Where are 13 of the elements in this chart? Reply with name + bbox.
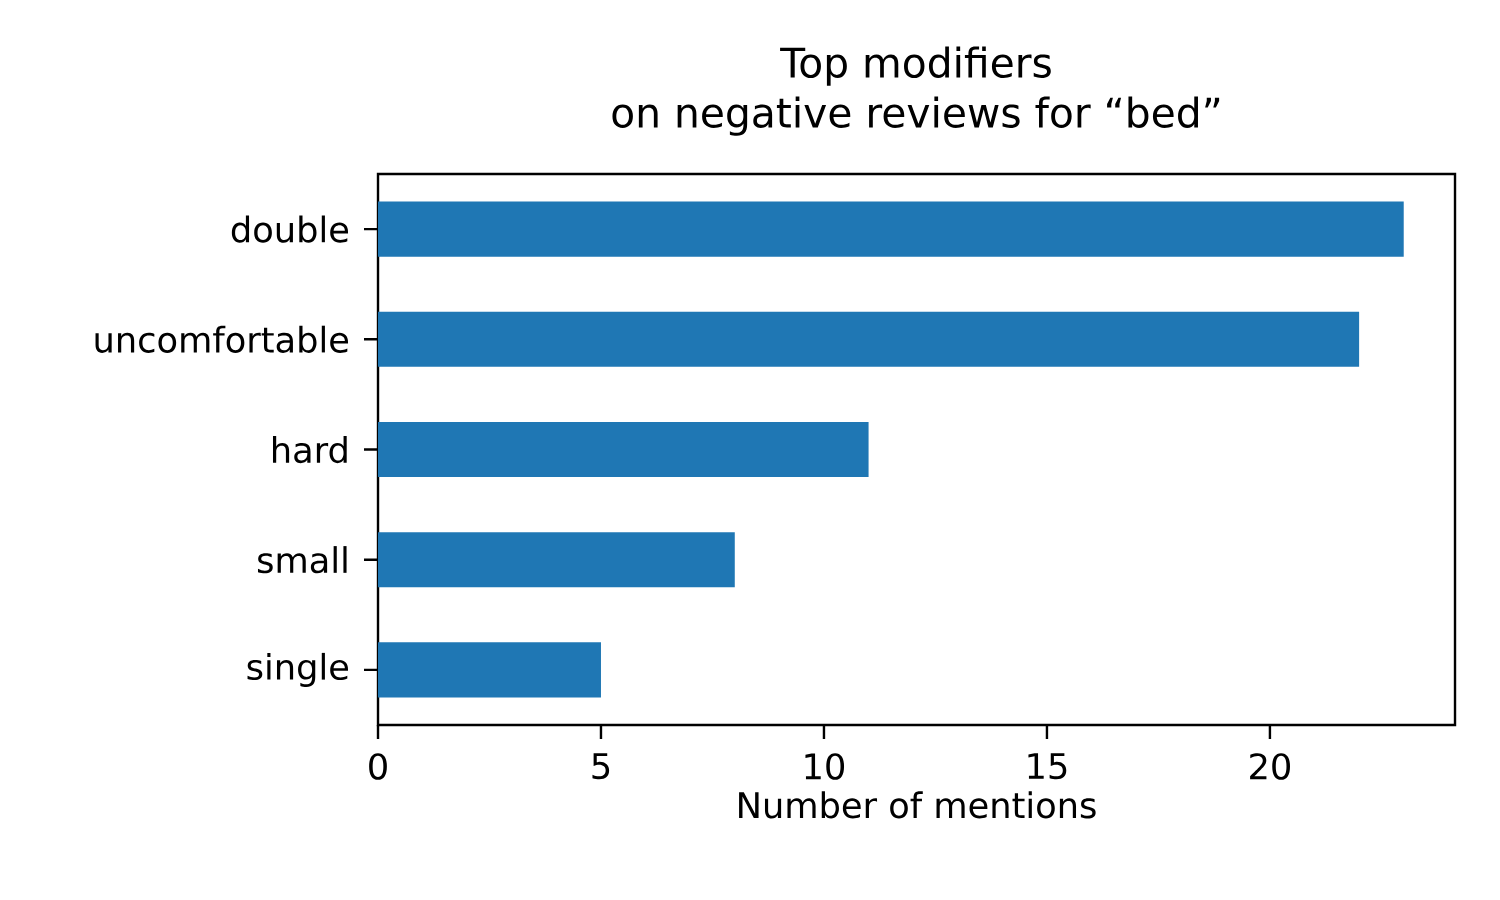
y-tick-label: single — [247, 652, 348, 687]
x-tick-label: 20 — [1250, 753, 1290, 780]
x-tick-label: 15 — [1028, 753, 1067, 780]
x-tick-label: 10 — [805, 753, 845, 780]
x-tick-label: 0 — [369, 753, 387, 780]
chart-title: Top modifiers — [780, 46, 1051, 86]
x-axis-title: Number of mentions — [739, 791, 1096, 819]
x-tick-label: 5 — [592, 753, 610, 780]
y-tick-label: uncomfortable — [95, 325, 349, 353]
chart-subtitle: on negative reviews for “bed” — [612, 96, 1220, 136]
y-tick-label: hard — [272, 435, 347, 464]
y-tick-label: double — [231, 215, 349, 243]
y-tick-label: small — [257, 546, 347, 574]
